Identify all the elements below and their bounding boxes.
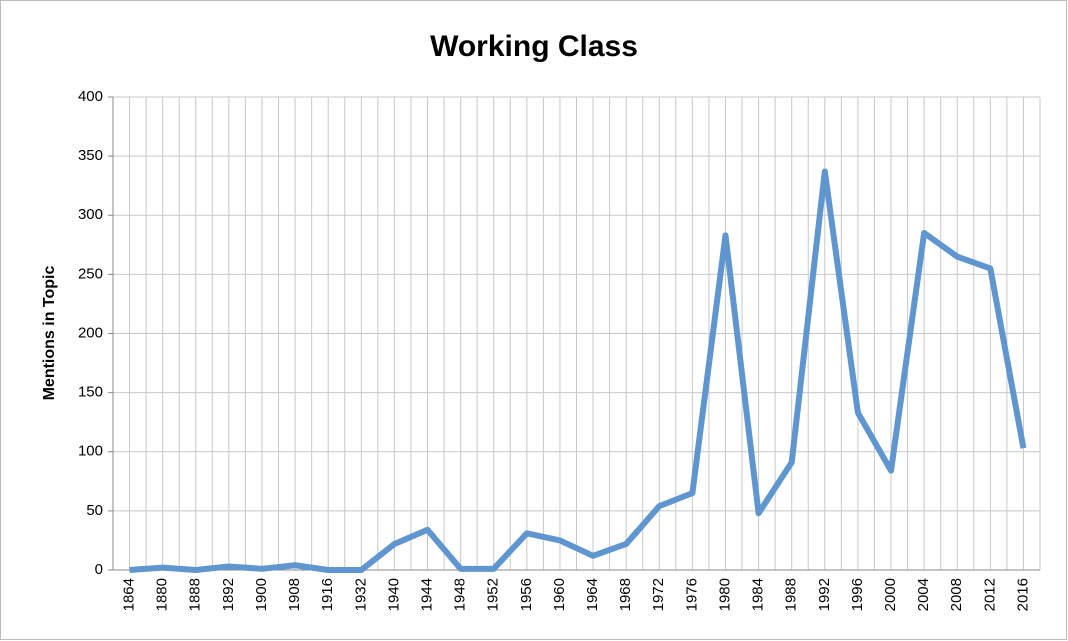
x-tick-label: 1956 bbox=[518, 578, 535, 611]
x-tick-label: 1880 bbox=[154, 578, 171, 611]
data-line bbox=[129, 168, 1027, 573]
x-tick-label: 1964 bbox=[584, 578, 601, 611]
x-tick-label: 1864 bbox=[121, 578, 138, 611]
x-tick-label: 1944 bbox=[418, 578, 435, 611]
x-tick-label: 1916 bbox=[319, 578, 336, 611]
x-tick-label: 1888 bbox=[187, 578, 204, 611]
y-tick-label: 200 bbox=[78, 324, 103, 341]
x-tick-label: 1940 bbox=[385, 578, 402, 611]
x-tick-label: 1892 bbox=[220, 578, 237, 611]
x-tick-label: 1952 bbox=[485, 578, 502, 611]
chart-title: Working Class bbox=[430, 30, 638, 63]
x-tick-label: 2000 bbox=[882, 578, 899, 611]
y-tick-label: 300 bbox=[78, 206, 103, 223]
y-tick-label: 100 bbox=[78, 443, 103, 460]
x-tick-label: 2016 bbox=[1014, 578, 1031, 611]
x-tick-label: 1932 bbox=[352, 578, 369, 611]
x-tick-label: 1992 bbox=[816, 578, 833, 611]
y-axis-label: Mentions in Topic bbox=[41, 266, 58, 401]
y-tick-label: 350 bbox=[78, 147, 103, 164]
x-tick-label: 1984 bbox=[750, 578, 767, 611]
x-tick-label: 1980 bbox=[716, 578, 733, 611]
x-tick-label: 2004 bbox=[915, 578, 932, 611]
x-tick-label: 1996 bbox=[849, 578, 866, 611]
y-tick-label: 400 bbox=[78, 88, 103, 105]
x-tick-label: 1988 bbox=[783, 578, 800, 611]
y-tick-label: 50 bbox=[86, 502, 103, 519]
x-tick-label: 1976 bbox=[683, 578, 700, 611]
x-tick-label: 1900 bbox=[253, 578, 270, 611]
y-tick-label: 150 bbox=[78, 384, 103, 401]
y-tick-label: 250 bbox=[78, 265, 103, 282]
y-tick-label: 0 bbox=[95, 561, 103, 578]
x-tick-label: 1960 bbox=[551, 578, 568, 611]
x-tick-label: 1968 bbox=[617, 578, 634, 611]
x-tick-label: 2012 bbox=[981, 578, 998, 611]
x-tick-label: 2008 bbox=[948, 578, 965, 611]
x-tick-label: 1948 bbox=[452, 578, 469, 611]
x-tick-label: 1972 bbox=[650, 578, 667, 611]
x-tick-label: 1908 bbox=[286, 578, 303, 611]
